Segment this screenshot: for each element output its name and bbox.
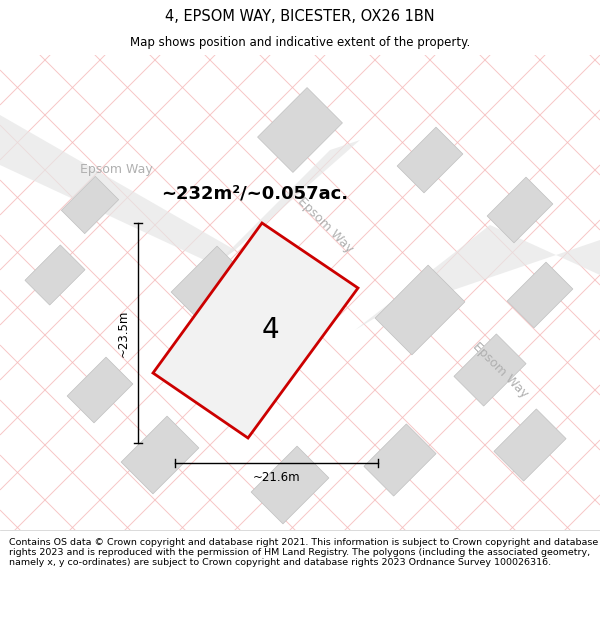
Polygon shape (397, 127, 463, 193)
Text: 4: 4 (262, 316, 279, 344)
Polygon shape (0, 115, 235, 265)
Polygon shape (494, 409, 566, 481)
Text: Epsom Way: Epsom Way (295, 194, 356, 256)
Polygon shape (215, 140, 360, 265)
Polygon shape (364, 424, 436, 496)
Text: Map shows position and indicative extent of the property.: Map shows position and indicative extent… (130, 36, 470, 49)
Polygon shape (121, 416, 199, 494)
Text: Epsom Way: Epsom Way (80, 164, 153, 176)
Text: Epsom Way: Epsom Way (470, 339, 530, 401)
Polygon shape (507, 262, 573, 328)
Text: ~21.6m: ~21.6m (253, 471, 301, 484)
Text: ~23.5m: ~23.5m (117, 309, 130, 357)
Polygon shape (454, 334, 526, 406)
Polygon shape (25, 245, 85, 305)
Text: ~232m²/~0.057ac.: ~232m²/~0.057ac. (161, 185, 349, 203)
Polygon shape (153, 223, 358, 438)
Polygon shape (355, 225, 600, 330)
Polygon shape (487, 177, 553, 243)
Polygon shape (375, 265, 465, 355)
Polygon shape (251, 446, 329, 524)
Polygon shape (61, 176, 119, 234)
Text: 4, EPSOM WAY, BICESTER, OX26 1BN: 4, EPSOM WAY, BICESTER, OX26 1BN (165, 9, 435, 24)
Polygon shape (171, 246, 249, 324)
Polygon shape (257, 88, 343, 172)
Text: Contains OS data © Crown copyright and database right 2021. This information is : Contains OS data © Crown copyright and d… (9, 538, 598, 568)
Polygon shape (67, 357, 133, 423)
